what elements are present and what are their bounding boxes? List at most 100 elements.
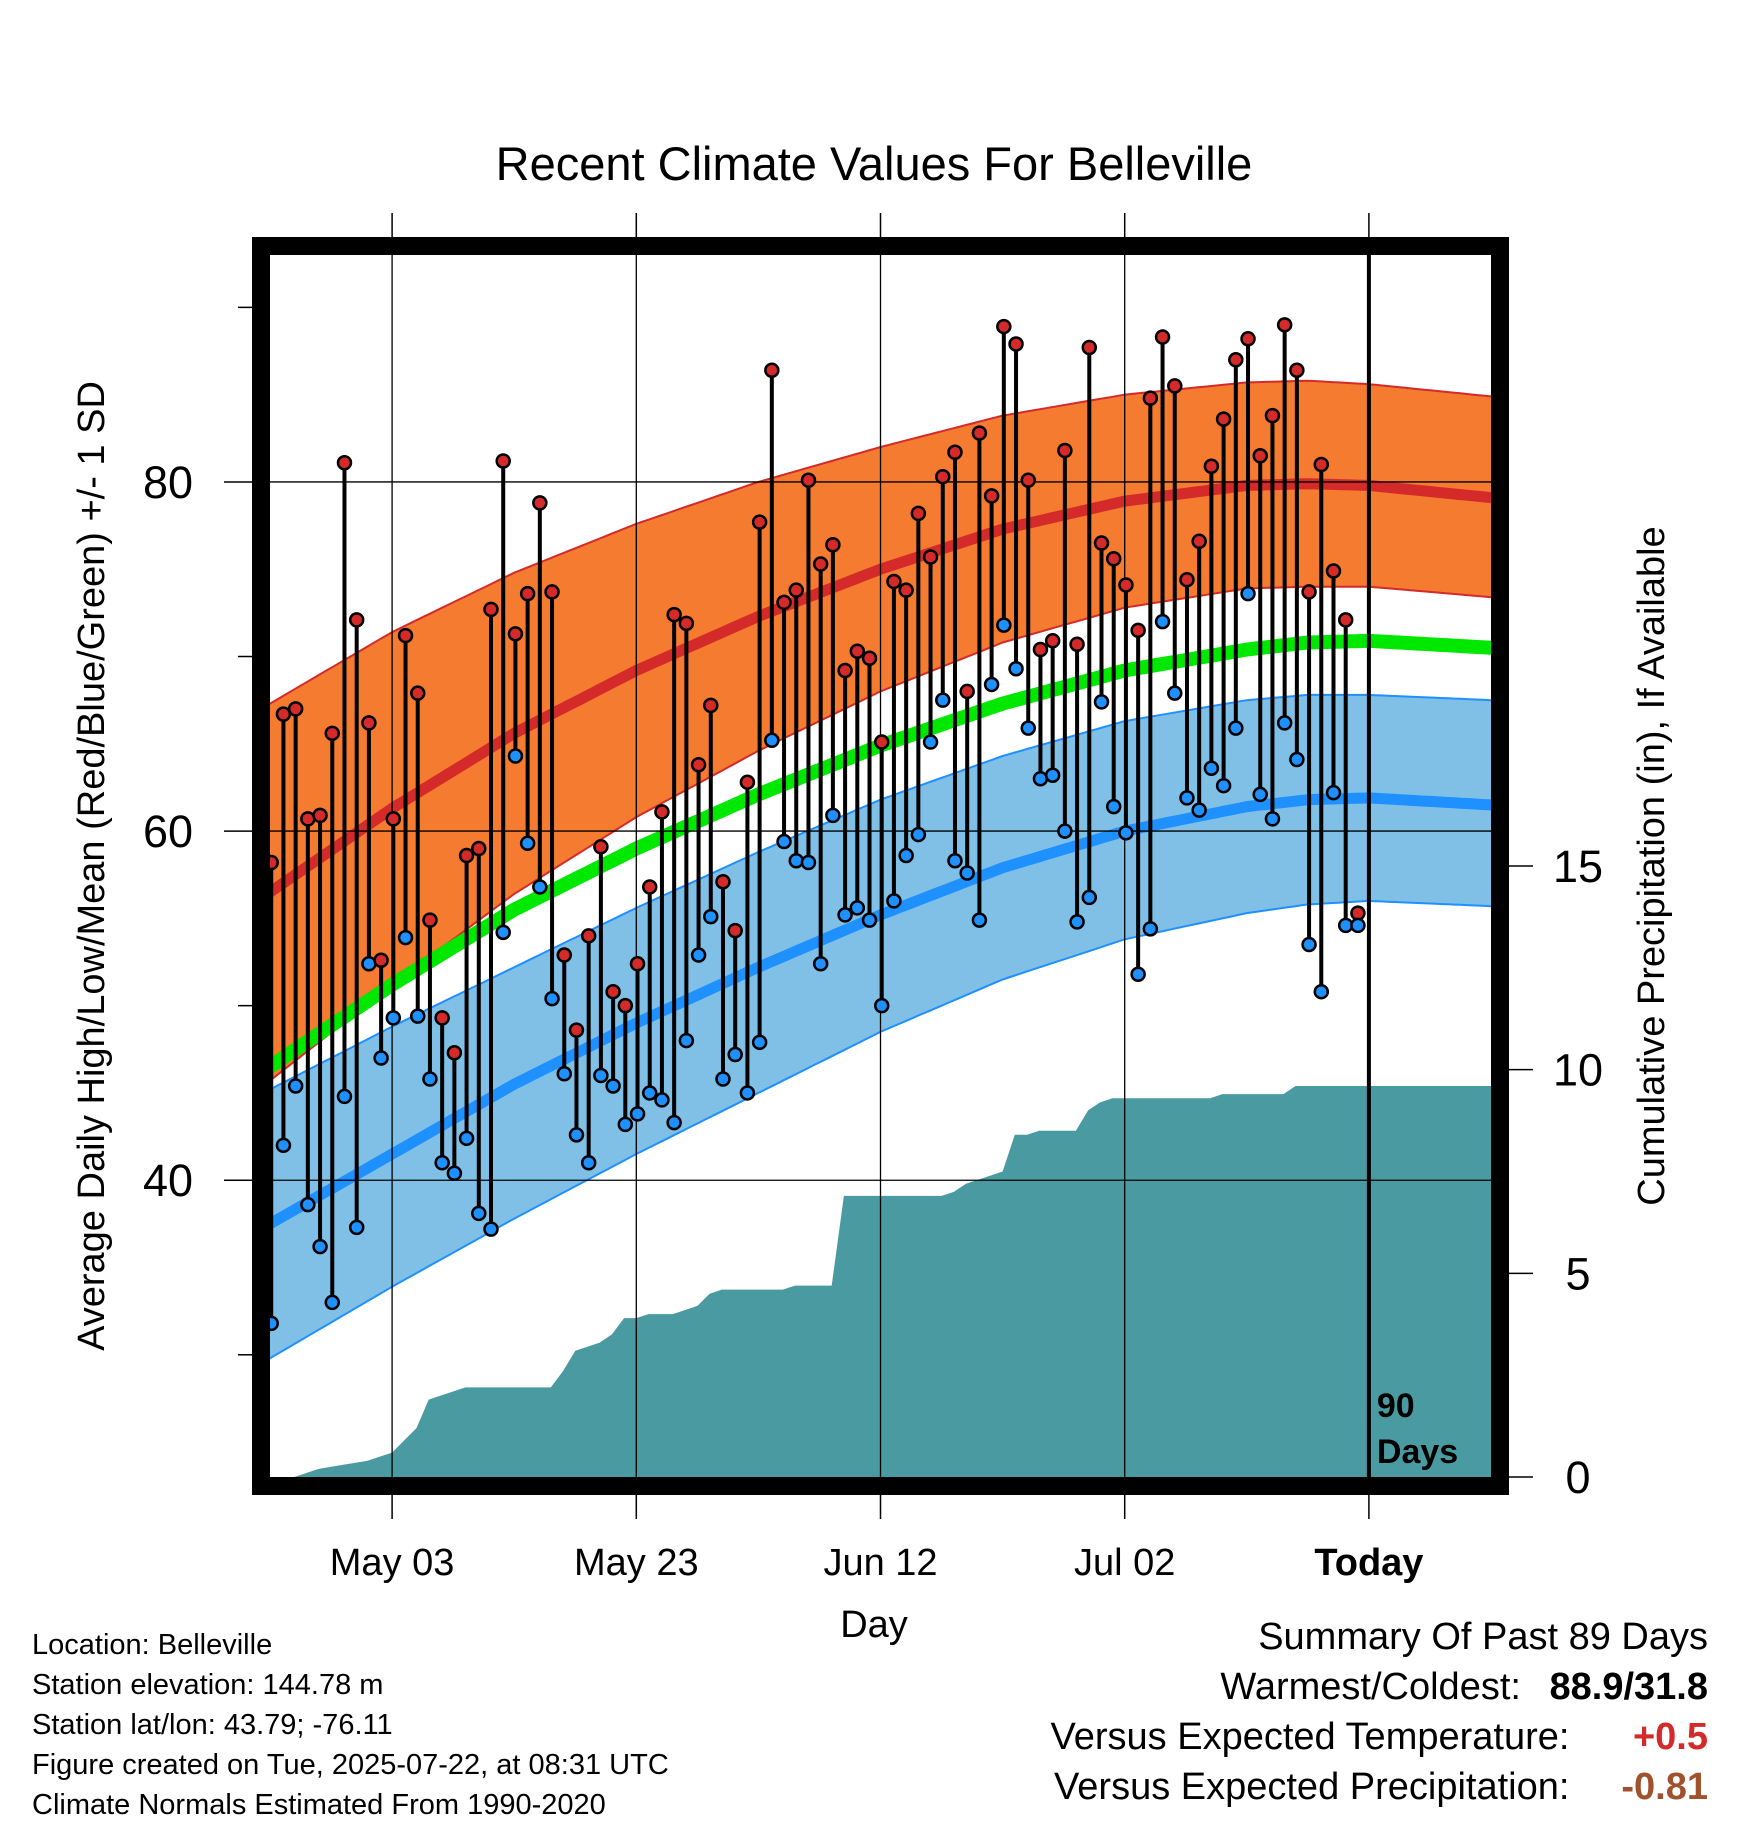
daily-high-point — [1264, 407, 1281, 424]
daily-high-point — [812, 556, 829, 572]
daily-low-point — [287, 1078, 304, 1094]
daily-high-point — [971, 425, 988, 441]
daily-high-point — [270, 854, 279, 871]
daily-low-point — [617, 1116, 634, 1133]
daily-high-point — [935, 468, 951, 485]
daily-high-point — [458, 847, 475, 864]
daily-low-point — [666, 1114, 682, 1131]
daily-low-point — [397, 929, 414, 946]
chart-title: Recent Climate Values For Belleville — [496, 137, 1253, 190]
daily-high-point — [471, 840, 487, 857]
daily-high-point — [910, 505, 927, 522]
daily-low-point — [1252, 786, 1268, 803]
daily-low-point — [1203, 760, 1220, 776]
daily-low-point — [1081, 889, 1098, 906]
daily-high-point — [1325, 563, 1342, 579]
daily-high-point — [1118, 577, 1134, 593]
daily-high-point — [556, 947, 573, 963]
daily-high-point — [519, 585, 536, 602]
daily-high-point — [422, 912, 438, 928]
daily-high-point — [580, 928, 597, 944]
location-text: Location: Belleville — [32, 1629, 273, 1661]
summary-temp: Versus Expected Temperature: +0.5 — [1051, 1712, 1708, 1762]
daily-low-point — [373, 1050, 389, 1066]
daily-low-point — [678, 1032, 695, 1049]
daily-high-point — [287, 701, 304, 717]
daily-low-point — [422, 1071, 438, 1087]
daily-low-point — [275, 1137, 292, 1154]
daily-low-point — [605, 1078, 621, 1094]
daily-high-point — [385, 811, 402, 827]
daily-low-point — [751, 1034, 768, 1051]
daily-low-point — [1313, 983, 1330, 1000]
daily-high-point — [1191, 533, 1207, 550]
y-axis-left-label: Average Daily High/Low/Mean (Red/Blue/Gr… — [71, 381, 113, 1351]
daily-low-point — [483, 1221, 499, 1237]
daily-high-point — [654, 804, 670, 820]
elevation-text: Station elevation: 144.78 m — [32, 1669, 384, 1701]
axes: May 03 May 23 Jun 12 Jul 02 Today 80 60 40 15 10 5… — [143, 213, 1603, 1584]
daily-high-point — [483, 601, 499, 618]
daily-high-point — [1252, 448, 1268, 464]
station-info: Location: Belleville Station elevation: … — [32, 1625, 669, 1825]
daily-high-point — [1105, 551, 1122, 567]
normals-text: Climate Normals Estimated From 1990-2020 — [32, 1789, 606, 1821]
daily-high-point — [1228, 351, 1244, 368]
today-days-label: Days — [1377, 1433, 1458, 1471]
daily-high-point — [1215, 411, 1232, 427]
daily-low-point — [471, 1205, 487, 1222]
temp-value: +0.5 — [1632, 1716, 1708, 1758]
daily-low-point — [922, 734, 939, 750]
daily-high-point — [629, 956, 646, 972]
x-tick-label: Jul 02 — [1074, 1542, 1175, 1584]
daily-high-point — [996, 318, 1012, 335]
daily-low-point — [690, 947, 707, 963]
warm-cold-label: Warmest/Coldest: — [1220, 1666, 1521, 1708]
daily-high-point — [593, 839, 609, 855]
daily-high-point — [507, 626, 524, 642]
y-right-tick-label: 10 — [1553, 1045, 1603, 1096]
daily-low-point — [593, 1067, 609, 1084]
daily-low-point — [886, 893, 902, 909]
daily-low-point — [1228, 720, 1244, 736]
daily-high-point — [1289, 362, 1305, 378]
daily-low-point — [270, 1315, 279, 1332]
daily-high-point — [703, 697, 719, 714]
daily-high-point — [666, 606, 682, 623]
daily-low-point — [1057, 823, 1073, 839]
daily-low-point — [837, 907, 853, 923]
daily-low-point — [336, 1088, 353, 1105]
daily-high-point — [690, 756, 707, 773]
daily-low-point — [898, 847, 914, 864]
daily-low-point — [300, 1196, 316, 1213]
daily-low-point — [1191, 802, 1207, 818]
daily-high-point — [1203, 458, 1220, 474]
daily-low-point — [385, 1010, 402, 1026]
daily-low-point — [1276, 715, 1293, 731]
daily-high-point — [1093, 535, 1110, 551]
daily-low-point — [825, 807, 841, 824]
daily-high-point — [336, 454, 353, 471]
summary-panel: Summary Of Past 89 Days Warmest/Coldest:… — [1051, 1612, 1708, 1812]
daily-low-point — [861, 912, 878, 928]
daily-low-point — [434, 1155, 450, 1171]
y-right-tick-label: 15 — [1553, 841, 1603, 892]
plot-area: 90 Days — [270, 255, 1491, 1477]
y-left-tick-label: 40 — [143, 1155, 193, 1206]
daily-high-point — [1069, 636, 1085, 653]
daily-high-point — [715, 873, 731, 890]
daily-high-point — [898, 582, 914, 598]
daily-low-point — [1069, 914, 1085, 930]
daily-low-point — [1142, 921, 1159, 937]
daily-low-point — [788, 853, 805, 869]
daily-high-point — [373, 952, 389, 969]
daily-low-point — [1008, 660, 1024, 677]
daily-low-point — [641, 1085, 658, 1101]
daily-high-point — [397, 627, 414, 644]
x-tick-label: May 03 — [330, 1542, 455, 1584]
daily-low-point — [312, 1238, 328, 1255]
daily-low-point — [519, 835, 536, 852]
daily-low-point — [1105, 798, 1122, 815]
daily-high-point — [532, 495, 548, 511]
